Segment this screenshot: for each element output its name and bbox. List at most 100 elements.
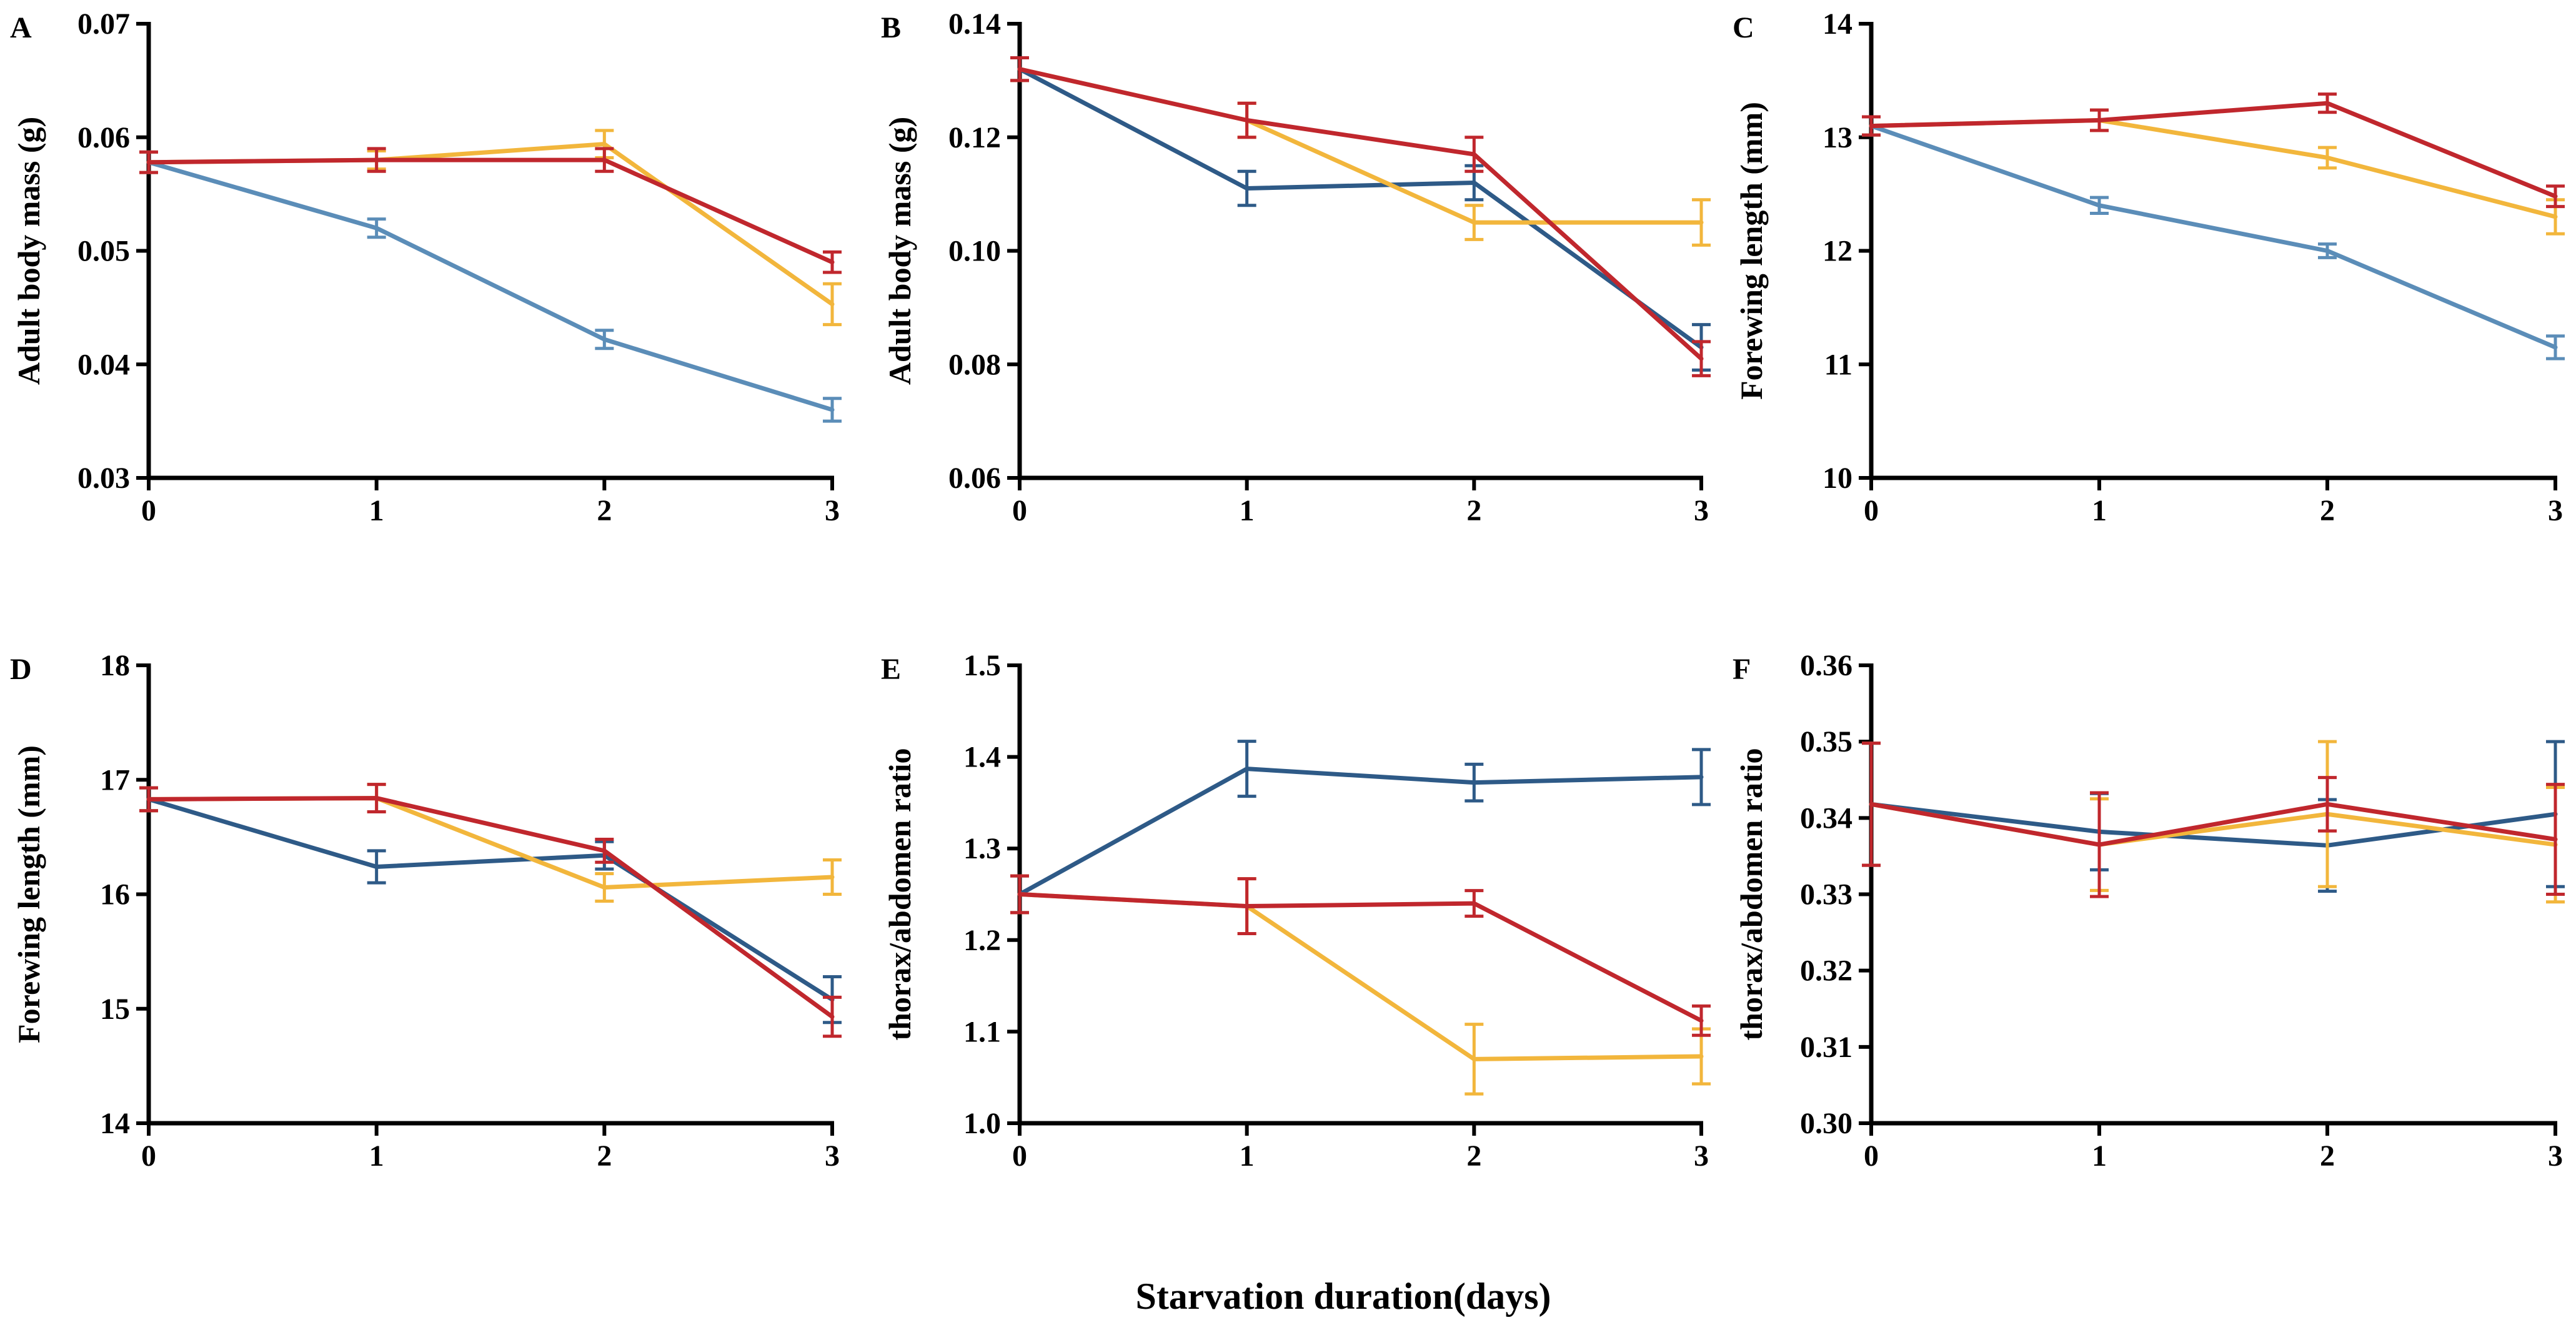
error-bar [367, 849, 386, 885]
error-bar [2318, 776, 2337, 833]
panel-letter: C [1733, 11, 1754, 44]
series-2 [1010, 56, 1711, 247]
x-tick-label: 0 [1012, 1139, 1027, 1173]
panel-letter: A [10, 11, 32, 44]
y-tick-label: 14 [1823, 7, 1852, 41]
x-tick-label: 1 [1240, 494, 1255, 527]
x-tick-label: 2 [1466, 1139, 1481, 1173]
series-1 [1010, 740, 1711, 915]
x-tick-label: 3 [2548, 1139, 2563, 1173]
error-bar [823, 995, 842, 1038]
y-tick-label: 1.3 [963, 832, 1001, 865]
series-1 [139, 150, 842, 423]
x-tick-label: 0 [1864, 494, 1879, 527]
series-3 [1862, 742, 2565, 898]
error-bar [1010, 874, 1029, 915]
x-tick-label: 1 [369, 1139, 384, 1173]
x-tick-label: 1 [369, 494, 384, 527]
series-3 [139, 783, 842, 1038]
series-2 [139, 783, 842, 903]
y-tick-label: 0.04 [77, 348, 130, 381]
error-bar [1465, 204, 1484, 241]
y-tick-label: 1.0 [963, 1107, 1001, 1140]
y-tick-label: 10 [1823, 462, 1852, 495]
panel-d: 14 15 16 17 18 0 1 2 3 Forewing length (mm) D [10, 649, 842, 1173]
x-tick-label: 2 [2320, 1139, 2335, 1173]
error-bar [823, 397, 842, 423]
series-line [146, 142, 835, 307]
x-tick-label: 3 [1694, 1139, 1709, 1173]
series-2 [1862, 108, 2565, 236]
error-bar [595, 147, 614, 173]
y-tick-label: 0.07 [77, 7, 130, 41]
series-line [146, 796, 835, 1020]
y-axis-label: Forewing length (mm) [1734, 102, 1769, 400]
error-bar [2090, 791, 2109, 898]
y-tick-label: 11 [1824, 348, 1852, 381]
series-3 [139, 147, 842, 274]
series-line [1017, 767, 1704, 896]
y-tick-label: 0.33 [1800, 878, 1852, 911]
y-tick-label: 0.03 [77, 462, 130, 495]
y-tick-label: 0.31 [1800, 1031, 1852, 1064]
series-line [146, 797, 835, 1002]
error-bar [2090, 196, 2109, 216]
error-bar [595, 838, 614, 864]
y-tick-label: 0.36 [1800, 649, 1852, 682]
y-axis-label: thorax/abdomen ratio [1734, 748, 1769, 1040]
series-line [1869, 117, 2558, 219]
y-tick-label: 1.2 [963, 924, 1001, 957]
error-bar [139, 786, 158, 813]
x-tick-label: 3 [825, 494, 840, 527]
error-bar [2318, 92, 2337, 114]
error-bar [1862, 115, 1881, 137]
y-axis-label: Adult body mass (g) [11, 117, 46, 385]
y-tick-label: 1.5 [963, 649, 1001, 682]
error-bar [823, 858, 842, 896]
y-tick-label: 0.34 [1800, 801, 1852, 835]
y-tick-label: 0.32 [1800, 955, 1852, 988]
error-bar [595, 329, 614, 350]
x-tick-label: 2 [1466, 494, 1481, 527]
y-tick-label: 0.14 [948, 7, 1001, 41]
error-bar [1010, 56, 1029, 82]
x-tick-label: 2 [597, 494, 612, 527]
error-bar [139, 150, 158, 174]
series-line [1869, 124, 2558, 350]
error-bar [1465, 889, 1484, 918]
panel-a: 0.03 0.04 0.05 0.06 0.07 0 1 2 3 Adult body mass … [10, 7, 842, 527]
y-tick-label: 0.06 [948, 462, 1001, 495]
error-bar [1692, 1004, 1711, 1037]
error-bar [2318, 242, 2337, 259]
error-bar [2318, 146, 2337, 170]
panel-letter: B [881, 11, 901, 44]
error-bar [2090, 108, 2109, 132]
y-axis-label: Adult body mass (g) [882, 117, 917, 385]
x-tick-label: 1 [1240, 1139, 1255, 1173]
error-bar [1465, 762, 1484, 803]
y-tick-label: 1.1 [963, 1015, 1001, 1048]
x-tick-label: 2 [597, 1139, 612, 1173]
y-tick-label: 0.08 [948, 348, 1001, 381]
y-tick-label: 18 [100, 649, 130, 682]
error-bar [2546, 184, 2565, 209]
error-bar [1237, 740, 1256, 798]
error-bar [1465, 1023, 1484, 1096]
y-tick-label: 0.12 [948, 121, 1001, 154]
y-tick-label: 0.10 [948, 235, 1001, 268]
x-tick-label: 0 [141, 1139, 156, 1173]
y-tick-label: 14 [100, 1107, 130, 1140]
error-bar [1465, 136, 1484, 173]
error-bar [1237, 169, 1256, 207]
y-axis-label: thorax/abdomen ratio [882, 748, 917, 1040]
y-tick-label: 1.4 [963, 741, 1001, 774]
y-tick-label: 17 [100, 763, 130, 797]
error-bar [2546, 334, 2565, 360]
series-1 [1010, 56, 1711, 372]
series-1 [1862, 115, 2565, 360]
y-axis-label: Forewing length (mm) [11, 745, 46, 1043]
y-tick-label: 0.06 [77, 121, 130, 154]
y-tick-label: 0.35 [1800, 725, 1852, 758]
x-tick-label: 3 [1694, 494, 1709, 527]
